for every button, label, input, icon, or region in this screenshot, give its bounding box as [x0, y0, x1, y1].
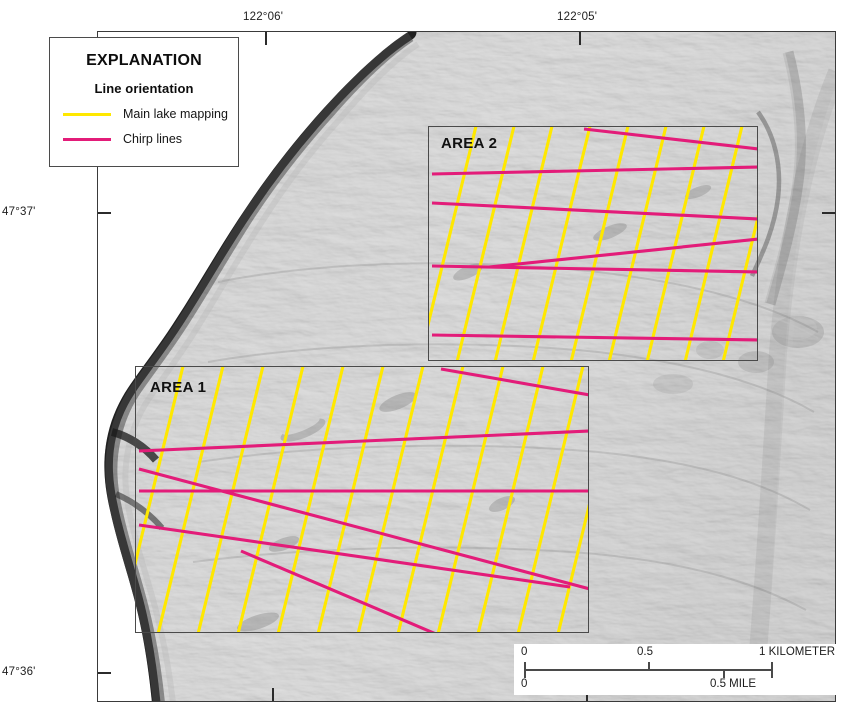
- graticule-tick-left-1: [98, 212, 111, 214]
- scale-bar: 0 0.5 1 KILOMETER 0 0.5 MILE: [514, 644, 836, 695]
- area-1-box[interactable]: AREA 1: [135, 366, 589, 633]
- main-lake-mapping-lines-area2: [429, 127, 757, 360]
- chirp-lines-area2: [431, 127, 757, 342]
- graticule-tick-bottom-1: [272, 688, 274, 701]
- legend-item-main-lake-mapping: Main lake mapping: [50, 107, 238, 121]
- scale-label-km-0: 0: [521, 646, 528, 658]
- scale-label-mile-0: 0: [521, 678, 528, 690]
- scale-tick-mile-end: [771, 669, 773, 678]
- scale-label-mile-half: 0.5 MILE: [710, 678, 757, 690]
- scale-label-km-half: 0.5: [637, 646, 653, 658]
- scale-tick-km-1: [771, 662, 773, 671]
- line-swatch-yellow-icon: [63, 112, 111, 116]
- scale-tick-mile-0: [524, 669, 526, 678]
- area-2-box[interactable]: AREA 2: [428, 126, 758, 361]
- area-1-label: AREA 1: [150, 379, 207, 396]
- legend-explanation: EXPLANATION Line orientation Main lake m…: [49, 37, 239, 167]
- slope-striations: [749, 68, 835, 673]
- bathymetric-ridges: [653, 49, 824, 394]
- longitude-label-122-06: 122°06': [243, 11, 284, 23]
- legend-item-chirp-lines: Chirp lines: [50, 132, 238, 146]
- graticule-tick-right-1: [822, 212, 835, 214]
- legend-subtitle: Line orientation: [94, 81, 194, 96]
- main-lake-mapping-lines-area1: [136, 367, 588, 632]
- legend-label-main-lake-mapping: Main lake mapping: [123, 107, 228, 121]
- basin-lineations: [197, 268, 819, 517]
- scale-tick-mile-half: [723, 669, 725, 678]
- area-2-label: AREA 2: [441, 135, 498, 152]
- graticule-tick-left-2: [98, 672, 111, 674]
- legend-label-chirp-lines: Chirp lines: [123, 132, 183, 146]
- latitude-label-47-37: 47°37': [2, 206, 36, 218]
- legend-title: EXPLANATION: [86, 52, 202, 69]
- area-1-survey-lines: [136, 367, 588, 632]
- line-swatch-magenta-icon: [63, 137, 111, 141]
- chirp-lines-area1: [138, 367, 588, 632]
- scale-tick-km-half: [648, 662, 650, 671]
- longitude-label-122-05: 122°05': [557, 11, 598, 23]
- scale-label-km-1: 1 KILOMETER: [759, 646, 836, 658]
- graticule-tick-top-2: [579, 32, 581, 45]
- graticule-tick-top-1: [265, 32, 267, 45]
- area-2-survey-lines: [429, 127, 757, 360]
- scale-tick-km-0: [524, 662, 526, 671]
- latitude-label-47-36: 47°36': [2, 666, 36, 678]
